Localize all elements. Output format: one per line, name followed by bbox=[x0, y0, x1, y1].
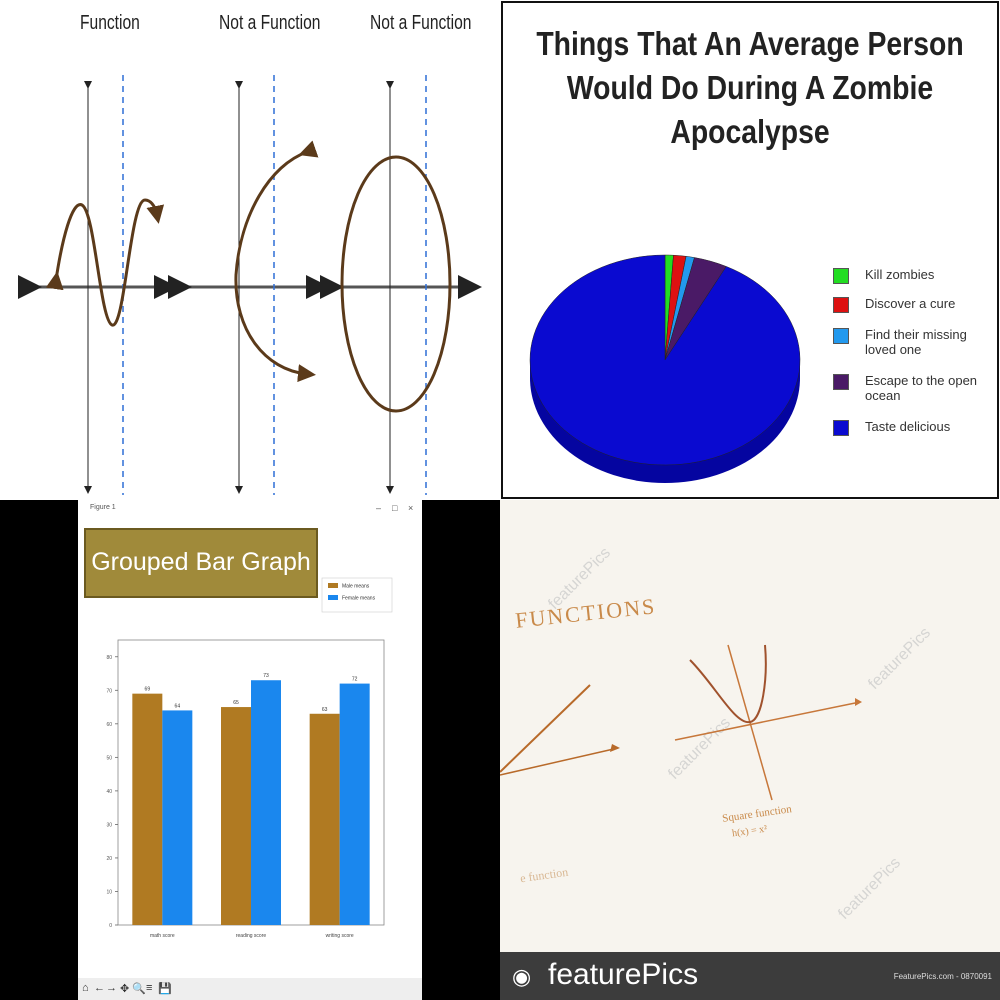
brand-logo[interactable]: featurePics bbox=[548, 958, 699, 991]
legend-label: Discover a cure bbox=[865, 296, 956, 311]
legend-swatch bbox=[833, 420, 849, 436]
zoom-icon[interactable]: 🔍 bbox=[132, 983, 146, 995]
pan-icon[interactable]: ✥ bbox=[120, 983, 130, 995]
bar-data-label: 65 bbox=[233, 700, 239, 706]
bar-data-label: 64 bbox=[175, 703, 181, 709]
functions-panel: Function Not a Function Not a Function bbox=[0, 0, 500, 500]
save-icon[interactable]: 💾 bbox=[158, 983, 172, 995]
home-icon[interactable]: ⌂ bbox=[82, 982, 89, 994]
maximize-button[interactable]: □ bbox=[392, 503, 398, 513]
pie-slice-taste-delicious bbox=[529, 254, 801, 466]
y-tick-label: 70 bbox=[106, 688, 112, 694]
grouped-bar-panel: Figure 1 – □ × Grouped Bar Graph 0 10 20 30… bbox=[0, 500, 500, 1000]
y-tick-label: 0 bbox=[109, 923, 112, 929]
legend-swatch bbox=[833, 268, 849, 284]
y-tick-label: 20 bbox=[106, 856, 112, 862]
square-function-graph bbox=[674, 644, 862, 801]
legend-label: Find their missing loved one bbox=[865, 327, 967, 357]
matplotlib-toolbar: ⌂ ← → ✥ 🔍 ≡ 💾 bbox=[78, 978, 422, 1000]
bar-female-means bbox=[251, 680, 281, 925]
y-tick-label: 60 bbox=[106, 722, 112, 728]
legend-label: Male means bbox=[342, 584, 370, 590]
bar-chart: 0 10 20 30 40 50 60 70 80 69 64 math score 65 73 readi… bbox=[106, 577, 393, 939]
bar-data-label: 72 bbox=[352, 677, 358, 683]
pie-chart bbox=[529, 254, 801, 483]
graph-function bbox=[18, 75, 178, 495]
legend-label: Taste delicious bbox=[865, 419, 951, 434]
legend-swatch bbox=[833, 297, 849, 313]
function-graphs-photo bbox=[500, 644, 862, 801]
featurepics-panel: FUNCTIONS featurePics featurePics featur… bbox=[500, 500, 1000, 1000]
y-tick-label: 80 bbox=[106, 655, 112, 661]
bar-male-means bbox=[221, 707, 251, 925]
legend-swatch bbox=[833, 374, 849, 390]
window-titlebar: Figure 1 – □ × bbox=[78, 500, 422, 518]
legend-swatch bbox=[328, 595, 338, 600]
bar-data-label: 73 bbox=[263, 673, 269, 679]
x-tick-label: writing score bbox=[326, 933, 354, 939]
close-button[interactable]: × bbox=[408, 503, 414, 513]
zombie-pie-panel: Things That An Average Person Would Do D… bbox=[500, 0, 1000, 500]
legend-swatch bbox=[328, 583, 338, 588]
graph-not-function-2 bbox=[320, 75, 482, 495]
y-tick-label: 40 bbox=[106, 789, 112, 795]
image-id: FeaturePics.com - 0870091 bbox=[893, 972, 992, 981]
configure-icon[interactable]: ≡ bbox=[146, 982, 153, 994]
chart-title-banner: Grouped Bar Graph bbox=[84, 528, 318, 598]
linear-graph bbox=[500, 684, 620, 776]
legend-label: Escape to the open ocean bbox=[865, 373, 978, 403]
function-title: Function bbox=[80, 12, 140, 34]
legend-swatch bbox=[833, 328, 849, 344]
bar-chart-title: Grouped Bar Graph bbox=[91, 548, 311, 576]
x-tick-label: math score bbox=[150, 933, 175, 939]
bar-male-means bbox=[309, 713, 340, 925]
bar-data-label: 63 bbox=[322, 707, 328, 713]
bar-male-means bbox=[132, 693, 163, 925]
window-title: Figure 1 bbox=[90, 504, 116, 511]
not-function-title-1: Not a Function bbox=[219, 12, 321, 34]
pie-chart-title: Things That An Average Person Would Do D… bbox=[536, 25, 964, 150]
panel-border bbox=[501, 1, 999, 499]
legend-label: Female means bbox=[342, 596, 376, 602]
back-icon[interactable]: ← bbox=[94, 982, 105, 994]
y-tick-label: 30 bbox=[106, 822, 112, 828]
forward-icon[interactable]: → bbox=[106, 982, 117, 994]
functions-graphs bbox=[18, 75, 482, 495]
bar-data-label: 69 bbox=[145, 687, 151, 693]
bar-female-means bbox=[339, 683, 370, 925]
y-tick-label: 10 bbox=[106, 889, 112, 895]
y-tick-label: 50 bbox=[106, 755, 112, 761]
legend-label: Kill zombies bbox=[865, 267, 935, 282]
not-function-title-2: Not a Function bbox=[370, 12, 472, 34]
bar-female-means bbox=[162, 710, 193, 925]
matplotlib-window: Figure 1 – □ × Grouped Bar Graph 0 10 20 30… bbox=[78, 500, 422, 1000]
featurepics-footer: ◉ featurePics FeaturePics.com - 0870091 bbox=[500, 952, 1000, 1000]
camera-icon: ◉ bbox=[512, 964, 532, 989]
x-tick-label: reading score bbox=[236, 933, 267, 939]
minimize-button[interactable]: – bbox=[376, 503, 382, 513]
graph-not-function-1 bbox=[168, 75, 330, 495]
